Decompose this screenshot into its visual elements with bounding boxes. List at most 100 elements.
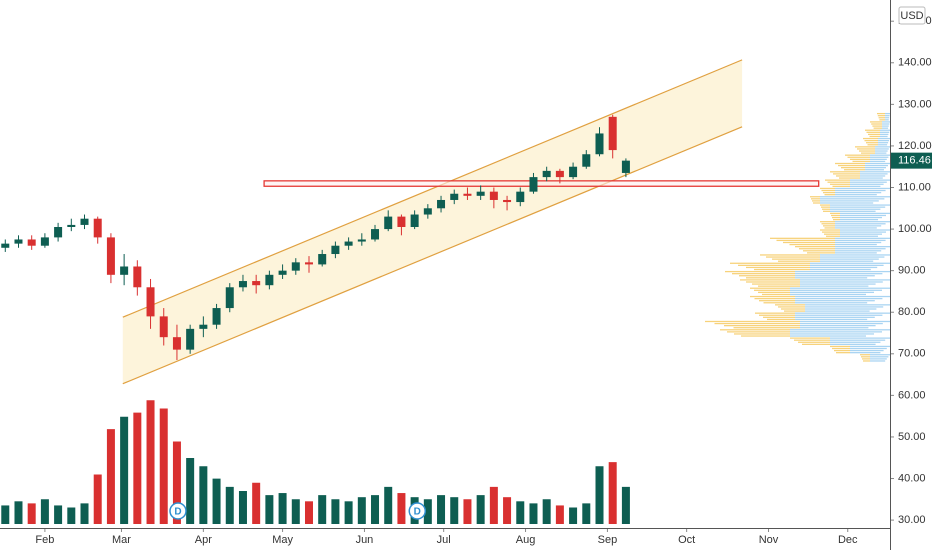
- profile-down: [820, 221, 835, 223]
- profile-up: [820, 260, 874, 262]
- profile-up: [795, 312, 890, 314]
- x-tick-label: Dec: [838, 534, 858, 546]
- volume-bar: [54, 505, 63, 524]
- event-marker[interactable]: [408, 502, 427, 520]
- profile-down: [778, 306, 805, 308]
- profile-up: [840, 216, 882, 219]
- profile-down: [739, 275, 795, 277]
- volume-bar: [1, 505, 10, 524]
- profile-down: [831, 214, 840, 217]
- profile-down: [857, 148, 875, 150]
- candle-body: [357, 239, 366, 242]
- profile-up: [795, 300, 875, 302]
- volume-bar: [608, 462, 617, 524]
- profile-up: [810, 266, 878, 269]
- event-label: D: [414, 507, 421, 518]
- profile-down: [811, 198, 820, 200]
- profile-down: [770, 237, 835, 239]
- y-tick-label: 90.00: [898, 265, 926, 277]
- volume-bar: [542, 499, 551, 524]
- profile-down: [734, 333, 790, 335]
- volume-bar: [437, 495, 446, 524]
- profile-down: [820, 187, 835, 190]
- profile-up: [795, 273, 883, 275]
- profile-up: [790, 287, 890, 289]
- profile-down: [822, 208, 830, 210]
- candle-body: [159, 316, 168, 338]
- profile-down: [872, 125, 882, 127]
- candle-body: [1, 243, 10, 248]
- profile-up: [795, 275, 875, 277]
- profile-up: [805, 310, 870, 312]
- profile-down: [839, 177, 860, 179]
- candle-body: [304, 262, 313, 265]
- volume-bar: [212, 478, 221, 524]
- profile-down: [820, 229, 840, 231]
- volume-bar: [225, 486, 234, 524]
- profile-down: [775, 304, 805, 306]
- volume-bar: [331, 499, 340, 524]
- profile-up: [875, 150, 888, 152]
- x-tick-label: Jul: [437, 534, 451, 546]
- profile-down: [824, 233, 840, 235]
- candle-body: [278, 270, 287, 275]
- profile-down: [810, 196, 820, 198]
- volume-bar: [80, 503, 89, 524]
- profile-down: [784, 310, 805, 312]
- profile-down: [830, 345, 850, 348]
- profile-down: [863, 137, 878, 140]
- channel-upper: [122, 59, 743, 318]
- profile-down: [821, 223, 835, 225]
- profile-down: [821, 206, 830, 208]
- profile-up: [870, 360, 886, 362]
- candle-body: [397, 216, 406, 227]
- profile-down: [830, 183, 850, 185]
- profile-down: [802, 343, 830, 345]
- profile-up: [820, 200, 879, 202]
- profile-down: [832, 216, 840, 219]
- profile-up: [830, 339, 886, 341]
- profile-up: [835, 194, 877, 196]
- profile-up: [875, 146, 890, 148]
- profile-up: [835, 223, 886, 225]
- profile-down: [799, 248, 835, 250]
- candle-body: [172, 337, 181, 350]
- profile-down: [850, 158, 870, 160]
- profile-up: [882, 127, 889, 129]
- profile-down: [746, 277, 795, 279]
- profile-up: [835, 239, 886, 242]
- profile-up: [870, 158, 887, 160]
- profile-up: [850, 185, 881, 188]
- candle-body: [225, 287, 234, 309]
- volume-bar: [40, 499, 49, 524]
- candle-body: [516, 191, 525, 203]
- candle-body: [186, 328, 195, 350]
- profile-down: [763, 316, 795, 318]
- profile-down: [795, 246, 835, 248]
- profile-down: [859, 150, 875, 152]
- profile-up: [840, 212, 890, 215]
- candle-body: [476, 191, 485, 196]
- candle-body: [489, 191, 498, 200]
- profile-down: [870, 121, 882, 123]
- profile-down: [877, 115, 885, 117]
- candle-body: [595, 133, 604, 155]
- profile-down: [750, 295, 795, 298]
- profile-up: [880, 135, 888, 138]
- volume-bar: [344, 501, 353, 524]
- profile-up: [870, 354, 890, 356]
- candle-body: [120, 266, 129, 275]
- profile-up: [835, 248, 886, 250]
- profile-down: [866, 142, 878, 144]
- profile-up: [820, 202, 874, 204]
- y-tick-label: 70.00: [898, 348, 926, 360]
- profile-down: [725, 270, 795, 273]
- profile-up: [800, 283, 876, 285]
- candle-body: [371, 229, 380, 240]
- candle-body: [529, 177, 538, 192]
- profile-up: [875, 148, 889, 150]
- volume-bar: [503, 497, 512, 524]
- event-marker[interactable]: [169, 502, 187, 520]
- profile-down: [835, 162, 865, 165]
- volume-bar: [397, 493, 406, 524]
